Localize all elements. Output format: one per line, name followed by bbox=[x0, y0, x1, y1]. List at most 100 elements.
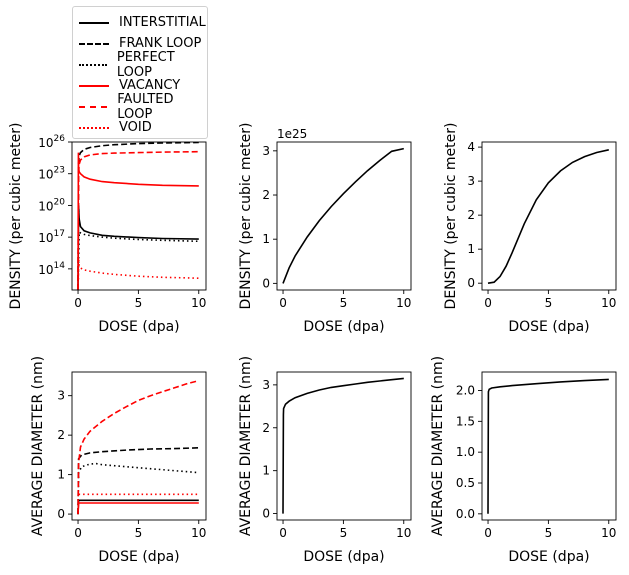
series-line bbox=[487, 378, 609, 514]
x-axis-label: DOSE (dpa) bbox=[303, 319, 384, 335]
x-tick-label: 5 bbox=[545, 526, 553, 540]
x-axis-label: DOSE (dpa) bbox=[98, 319, 179, 335]
y-tick-label: 2 bbox=[262, 421, 270, 435]
legend-label: VOID bbox=[119, 120, 152, 135]
series-line bbox=[77, 502, 199, 515]
series-line bbox=[77, 462, 199, 515]
x-tick-label: 5 bbox=[135, 296, 143, 310]
series-line bbox=[487, 149, 609, 284]
x-axis-label: DOSE (dpa) bbox=[508, 549, 589, 565]
y-tick-label: 0 bbox=[262, 276, 270, 290]
series-line bbox=[77, 150, 199, 290]
chart-panel: 0 5 10 0 1 2 3 1e25 DOSE (dpa) DENSITY (per cubic… bbox=[238, 123, 412, 335]
series-line bbox=[77, 258, 199, 280]
x-tick-label: 0 bbox=[484, 296, 492, 310]
legend-label: INTERSTITIAL bbox=[119, 15, 206, 30]
y-tick-label: 0.0 bbox=[456, 507, 475, 521]
y-tick-label: 1 bbox=[262, 464, 270, 478]
chart-panel: 0 5 10 0 1 2 3 4 DOSE (dpa) DENSITY (per cubic me… bbox=[443, 123, 617, 335]
legend-item: FRANK LOOP bbox=[79, 33, 201, 54]
y-tick-label: 1 bbox=[57, 468, 65, 482]
legend-swatch bbox=[79, 21, 109, 24]
series-line bbox=[77, 230, 199, 290]
y-tick-label: 0 bbox=[262, 507, 270, 521]
y-axis-label: DENSITY (per cubic meter) bbox=[8, 123, 24, 310]
axes-frame bbox=[71, 371, 207, 521]
legend-label: PERFECT LOOP bbox=[116, 49, 175, 80]
y-axis-label: AVERAGE DIAMETER (nm) bbox=[30, 356, 46, 536]
x-tick-label: 0 bbox=[279, 526, 287, 540]
y-tick-label: 1014 bbox=[38, 261, 65, 277]
series-line bbox=[77, 205, 199, 290]
legend-swatch bbox=[79, 105, 108, 108]
x-tick-label: 5 bbox=[340, 296, 348, 310]
x-tick-label: 10 bbox=[396, 296, 411, 310]
series-line bbox=[77, 379, 199, 515]
y-tick-label: 3 bbox=[467, 174, 475, 188]
x-tick-label: 10 bbox=[601, 296, 616, 310]
y-tick-label: 1 bbox=[467, 242, 475, 256]
x-tick-label: 5 bbox=[545, 296, 553, 310]
y-tick-label: 0 bbox=[57, 507, 65, 521]
y-tick-label: 2 bbox=[467, 208, 475, 222]
axes-frame bbox=[276, 371, 412, 521]
legend-item: VACANCY bbox=[79, 75, 180, 96]
y-tick-label: 2 bbox=[57, 428, 65, 442]
y-tick-label: 0 bbox=[467, 276, 475, 290]
legend-label: FRANK LOOP bbox=[119, 36, 202, 51]
legend: INTERSTITIAL FRANK LOOP PERFECT LOOP VAC… bbox=[72, 6, 208, 139]
chart-panel: 0 5 10 0 1 2 3 DOSE (dpa) AVERAGE DIAMETER (nm) bbox=[238, 356, 412, 565]
x-tick-label: 10 bbox=[191, 296, 206, 310]
legend-swatch bbox=[79, 126, 109, 129]
x-tick-label: 0 bbox=[279, 296, 287, 310]
legend-item: VOID bbox=[79, 117, 152, 138]
y-tick-label: 1020 bbox=[38, 197, 65, 213]
chart-panel: 0 5 10 0 1 2 3 DOSE (dpa) AVERAGE DIAMETER (nm) bbox=[30, 356, 207, 565]
series-line bbox=[77, 142, 199, 290]
x-tick-label: 10 bbox=[191, 526, 206, 540]
axes-frame bbox=[481, 371, 617, 521]
x-axis-label: DOSE (dpa) bbox=[303, 549, 384, 565]
x-axis-label: DOSE (dpa) bbox=[508, 319, 589, 335]
legend-swatch bbox=[79, 42, 109, 45]
x-tick-label: 10 bbox=[396, 526, 411, 540]
legend-swatch bbox=[79, 84, 109, 87]
legend-item: PERFECT LOOP bbox=[79, 50, 207, 80]
chart-panel: 0 5 10 1014 1017 1020 1023 1026 DOSE (dpa) DENSIT… bbox=[8, 123, 207, 335]
series-line bbox=[77, 447, 199, 515]
y-axis-label: DENSITY (per cubic meter) bbox=[238, 123, 254, 310]
x-tick-label: 5 bbox=[340, 526, 348, 540]
y-tick-label: 2.0 bbox=[456, 384, 475, 398]
y-axis-label: DENSITY (per cubic meter) bbox=[443, 123, 459, 310]
y-tick-label: 1 bbox=[262, 232, 270, 246]
legend-swatch bbox=[79, 63, 107, 66]
legend-item: FAULTED LOOP bbox=[79, 92, 207, 122]
y-tick-label: 1.0 bbox=[456, 445, 475, 459]
axis-offset-text: 1e25 bbox=[277, 127, 307, 141]
y-tick-label: 1017 bbox=[38, 229, 65, 245]
x-tick-label: 5 bbox=[135, 526, 143, 540]
y-tick-label: 0.5 bbox=[456, 476, 475, 490]
y-tick-label: 3 bbox=[57, 389, 65, 403]
legend-item: INTERSTITIAL bbox=[79, 12, 206, 33]
axes-frame bbox=[71, 141, 207, 291]
x-tick-label: 10 bbox=[601, 526, 616, 540]
axes-frame bbox=[481, 141, 617, 291]
series-line bbox=[282, 377, 404, 514]
y-tick-label: 3 bbox=[262, 144, 270, 158]
y-tick-label: 1.5 bbox=[456, 414, 475, 428]
series-line bbox=[77, 152, 199, 290]
legend-label: FAULTED LOOP bbox=[117, 91, 174, 122]
x-tick-label: 0 bbox=[74, 296, 82, 310]
y-tick-label: 1026 bbox=[38, 134, 65, 150]
y-axis-label: AVERAGE DIAMETER (nm) bbox=[238, 356, 254, 536]
y-tick-label: 2 bbox=[262, 188, 270, 202]
x-tick-label: 0 bbox=[484, 526, 492, 540]
y-tick-label: 1023 bbox=[38, 166, 65, 182]
chart-panel: 0 5 10 0.0 0.5 1.0 1.5 2.0 DOSE (dpa) AVERAGE DIA… bbox=[430, 356, 617, 565]
series-line bbox=[282, 147, 404, 284]
y-tick-label: 3 bbox=[262, 378, 270, 392]
axes-frame bbox=[276, 141, 412, 291]
y-axis-label: AVERAGE DIAMETER (nm) bbox=[430, 356, 446, 536]
